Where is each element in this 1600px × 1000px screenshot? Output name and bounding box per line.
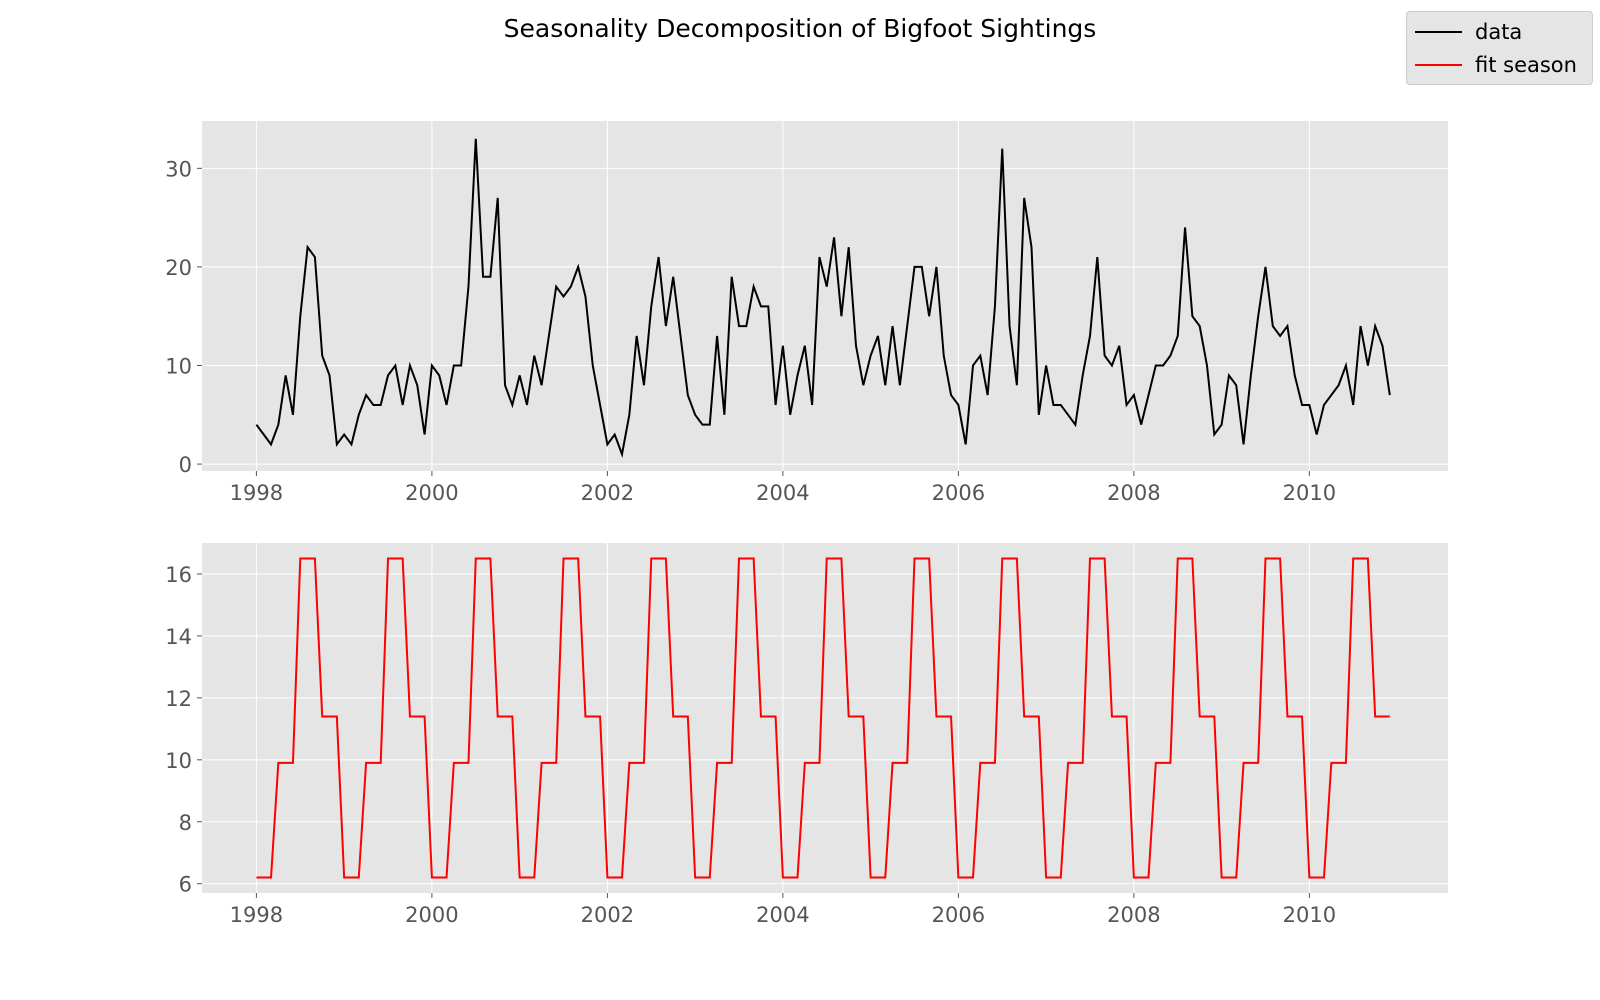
y-tick-label: 20 (165, 256, 192, 280)
legend-label-data: data (1475, 20, 1523, 44)
x-tick-label: 2004 (756, 481, 809, 505)
legend-label-fit-season: fit season (1475, 53, 1577, 77)
x-tick-label: 2002 (581, 903, 634, 927)
figure-title: Seasonality Decomposition of Bigfoot Sig… (503, 14, 1097, 43)
y-tick-label: 6 (179, 873, 192, 897)
y-tick-label: 14 (165, 625, 192, 649)
series-line-fit-season (256, 557, 1390, 879)
y-tick-label: 8 (179, 811, 192, 835)
x-tick-label: 1998 (230, 481, 283, 505)
x-tick-label: 2006 (932, 903, 985, 927)
series-line-data (255, 138, 1391, 458)
chart-panel-1: 1998 2000 2002 2004 2006 2008 2010 0 10 20 30 (165, 121, 1448, 505)
y-tick-label: 10 (165, 355, 192, 379)
legend-entry-data: data (1407, 18, 1592, 48)
chart-panel-2: 1998 2000 2002 2004 2006 2008 2010 6 8 10 12 14 16 (165, 543, 1448, 927)
x-tick-label: 2008 (1107, 903, 1160, 927)
legend-entry-fit-season: fit season (1407, 51, 1592, 81)
y-tick-label: 12 (165, 687, 192, 711)
y-tick-label: 16 (165, 563, 192, 587)
x-tick-label: 2008 (1107, 481, 1160, 505)
x-tick-label: 2004 (756, 903, 809, 927)
legend: data fit season (1406, 11, 1593, 85)
legend-swatch-fit-season (1415, 64, 1462, 66)
y-tick-label: 10 (165, 749, 192, 773)
x-tick-label: 1998 (230, 903, 283, 927)
y-tick-label: 30 (165, 157, 192, 181)
y-tick-label: 0 (179, 453, 192, 477)
x-tick-label: 2002 (581, 481, 634, 505)
x-tick-label: 2006 (932, 481, 985, 505)
legend-swatch-data (1415, 31, 1462, 33)
x-tick-label: 2000 (405, 903, 458, 927)
x-tick-label: 2000 (405, 481, 458, 505)
x-tick-label: 2010 (1283, 903, 1336, 927)
x-tick-label: 2010 (1283, 481, 1336, 505)
